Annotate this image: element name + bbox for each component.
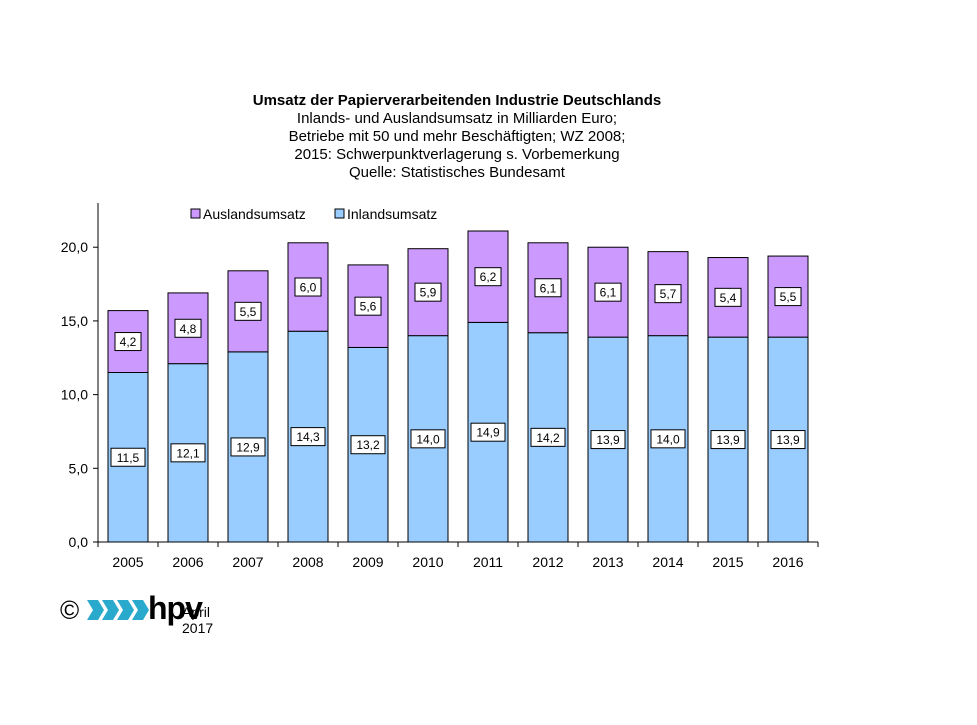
y-tick-label: 20,0 <box>61 239 88 255</box>
y-tick-label: 0,0 <box>69 534 89 550</box>
data-label-auslandsumsatz: 5,5 <box>240 305 257 319</box>
data-label-auslandsumsatz: 6,1 <box>600 286 617 300</box>
x-tick-label: 2005 <box>112 554 143 570</box>
x-tick-label: 2007 <box>232 554 263 570</box>
data-label-inlandsumsatz: 12,9 <box>236 440 260 454</box>
data-label-inlandsumsatz: 12,1 <box>176 446 200 460</box>
x-tick-label: 2006 <box>172 554 203 570</box>
data-label-auslandsumsatz: 5,9 <box>420 286 437 300</box>
x-tick-label: 2012 <box>532 554 563 570</box>
data-label-inlandsumsatz: 14,3 <box>296 430 320 444</box>
data-label-auslandsumsatz: 5,5 <box>780 290 797 304</box>
x-tick-label: 2008 <box>292 554 323 570</box>
x-tick-label: 2014 <box>652 554 683 570</box>
y-tick-label: 10,0 <box>61 387 88 403</box>
legend-inlandsumsatz-swatch <box>335 209 344 218</box>
y-tick-label: 5,0 <box>69 460 89 476</box>
data-label-inlandsumsatz: 13,9 <box>716 433 740 447</box>
legend: Auslandsumsatz Inlandsumsatz <box>191 206 437 222</box>
footer-date: April 2017 <box>182 604 213 636</box>
x-tick-label: 2010 <box>412 554 443 570</box>
x-tick-label: 2015 <box>712 554 743 570</box>
data-label-auslandsumsatz: 5,7 <box>660 287 677 301</box>
legend-inlandsumsatz-label: Inlandsumsatz <box>347 206 437 222</box>
bars: 11,5 4,2 12,1 4,8 12,9 5,5 14,3 6,0 13,2 5,6 14,0 5… <box>108 231 808 542</box>
x-tick-label: 2013 <box>592 554 623 570</box>
hpv-logo-icon <box>87 600 149 620</box>
data-label-inlandsumsatz: 11,5 <box>117 451 140 465</box>
legend-auslandsumsatz-label: Auslandsumsatz <box>203 206 306 222</box>
x-tick-label: 2009 <box>352 554 383 570</box>
data-label-inlandsumsatz: 14,2 <box>536 431 560 445</box>
copyright-symbol: © <box>60 597 79 623</box>
x-tick-label: 2016 <box>772 554 803 570</box>
data-label-auslandsumsatz: 5,6 <box>360 300 377 314</box>
x-tick-label: 2011 <box>473 554 503 570</box>
data-label-inlandsumsatz: 14,0 <box>656 432 680 446</box>
data-label-auslandsumsatz: 6,0 <box>300 281 317 295</box>
data-label-auslandsumsatz: 6,2 <box>480 270 497 284</box>
y-tick-label: 15,0 <box>61 313 88 329</box>
data-label-inlandsumsatz: 13,2 <box>356 438 380 452</box>
data-label-auslandsumsatz: 4,8 <box>180 322 197 336</box>
data-label-auslandsumsatz: 5,4 <box>720 291 737 305</box>
data-label-inlandsumsatz: 14,9 <box>476 426 500 440</box>
data-label-inlandsumsatz: 13,9 <box>776 433 800 447</box>
data-label-inlandsumsatz: 13,9 <box>596 433 620 447</box>
data-label-inlandsumsatz: 14,0 <box>416 432 440 446</box>
data-label-auslandsumsatz: 6,1 <box>540 281 557 295</box>
legend-auslandsumsatz-swatch <box>191 209 200 218</box>
data-label-auslandsumsatz: 4,2 <box>120 335 137 349</box>
